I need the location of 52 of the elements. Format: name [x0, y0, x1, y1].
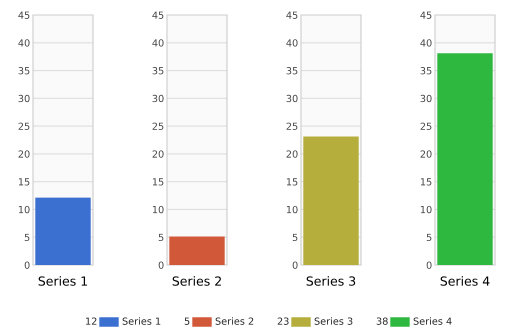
- y-tick-label: 15: [18, 178, 30, 186]
- legend-label: Series 4: [414, 317, 452, 325]
- y-tick-label: 0: [292, 261, 298, 269]
- y-tick-label: 30: [18, 94, 30, 102]
- y-tick-label: 20: [286, 150, 298, 158]
- y-tick-label: 45: [152, 12, 164, 19]
- y-tick-label: 0: [158, 261, 164, 269]
- y-tick-label: 10: [286, 206, 298, 214]
- text: 38: [376, 317, 388, 325]
- y-tick-label: 30: [286, 94, 298, 102]
- legend-label: Series 3: [314, 317, 352, 325]
- y-tick-label: 40: [152, 39, 164, 47]
- y-tick-label: 40: [286, 39, 298, 47]
- y-tick-label: 15: [286, 178, 298, 186]
- y-tick-label: 25: [420, 122, 432, 130]
- y-tick-label: 5: [158, 234, 164, 242]
- y-tick-label: 25: [286, 122, 298, 130]
- y-tick-label: 30: [152, 94, 164, 102]
- y-tick-label: 5: [24, 234, 30, 242]
- y-tick-label: 35: [286, 67, 298, 74]
- y-tick-label: 35: [18, 67, 30, 74]
- y-tick-label: 20: [152, 150, 164, 158]
- text: 23: [278, 317, 289, 325]
- text: 12: [86, 317, 96, 325]
- y-tick-label: 35: [420, 67, 432, 74]
- y-tick-label: 10: [152, 206, 164, 214]
- y-tick-label: 5: [292, 234, 298, 242]
- y-tick-label: 15: [152, 178, 164, 186]
- x-tick-label: Series 1: [38, 276, 88, 286]
- y-tick-label: 5: [426, 234, 432, 242]
- legend-label: Series 1: [122, 317, 160, 325]
- y-tick-label: 25: [152, 122, 164, 130]
- y-tick-label: 40: [18, 39, 30, 47]
- y-tick-label: 45: [420, 12, 432, 19]
- y-tick-label: 0: [24, 261, 30, 269]
- y-tick-label: 25: [18, 122, 30, 130]
- y-tick-label: 10: [420, 206, 432, 214]
- x-tick-label: Series 3: [306, 276, 356, 286]
- y-tick-label: 20: [18, 150, 30, 158]
- y-tick-label: 30: [420, 94, 432, 102]
- legend-label: Series 2: [216, 317, 254, 325]
- y-tick-label: 15: [420, 178, 432, 186]
- y-tick-label: 10: [18, 206, 30, 214]
- x-tick-label: Series 2: [172, 276, 221, 286]
- y-tick-label: 20: [420, 150, 432, 158]
- text: 5: [184, 318, 190, 325]
- y-tick-label: 45: [286, 12, 298, 19]
- y-tick-label: 40: [420, 39, 432, 47]
- y-tick-label: 35: [152, 67, 164, 74]
- y-tick-label: 0: [426, 261, 432, 269]
- y-tick-label: 45: [18, 12, 30, 19]
- x-tick-label: Series 4: [440, 276, 490, 286]
